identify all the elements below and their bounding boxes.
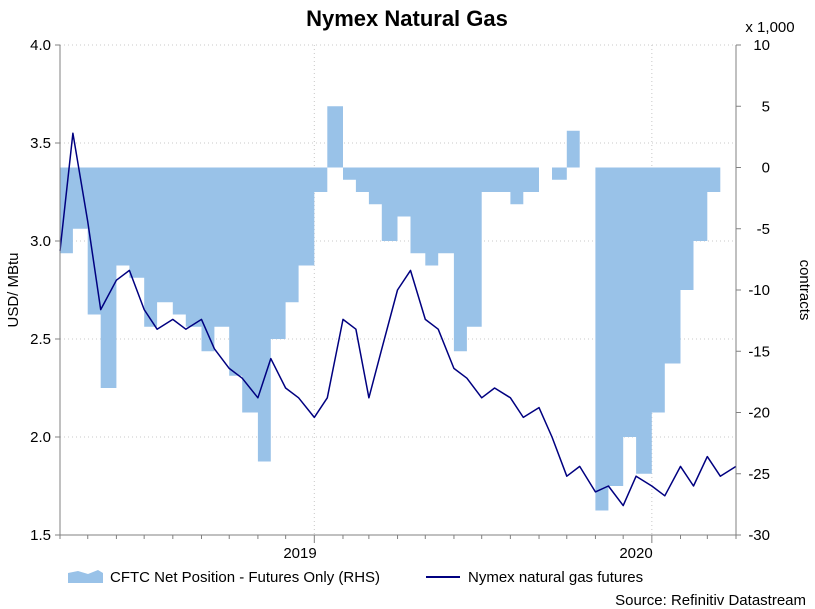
x-tick-label: 2020	[619, 545, 652, 562]
x-axis-ticks: 2019 2020	[59, 535, 737, 562]
right-axis-multiplier: x 1,000	[745, 19, 794, 36]
left-tick-label: 1.5	[30, 527, 51, 544]
left-axis-label: USD/ MBtu	[5, 252, 22, 327]
legend: CFTC Net Position - Futures Only (RHS) N…	[68, 569, 643, 586]
right-tick-label: -15	[748, 343, 770, 360]
legend-area-swatch	[68, 570, 103, 583]
chart-title: Nymex Natural Gas	[306, 6, 508, 31]
left-tick-label: 4.0	[30, 37, 51, 54]
right-tick-label: -20	[748, 405, 770, 422]
left-tick-label: 2.0	[30, 429, 51, 446]
right-tick-label: 10	[753, 37, 770, 54]
left-tick-label: 2.5	[30, 331, 51, 348]
futures-line-layer	[59, 132, 737, 507]
left-axis-ticks: 4.0 3.5 3.0 2.5 2.0 1.5	[30, 37, 60, 544]
legend-line-label: Nymex natural gas futures	[468, 569, 643, 586]
right-tick-label: -5	[757, 221, 770, 238]
source-note: Source: Refinitiv Datastream	[615, 592, 806, 609]
right-tick-label: 0	[762, 160, 770, 177]
right-tick-label: -10	[748, 282, 770, 299]
left-tick-label: 3.0	[30, 233, 51, 250]
right-axis-label: contracts	[796, 260, 813, 321]
x-tick-label: 2019	[283, 545, 316, 562]
right-tick-label: 5	[762, 98, 770, 115]
right-tick-label: -25	[748, 466, 770, 483]
right-axis-ticks: 10 5 0 -5 -10 -15 -20 -25 -30	[736, 37, 770, 544]
left-tick-label: 3.5	[30, 135, 51, 152]
legend-area-label: CFTC Net Position - Futures Only (RHS)	[110, 569, 380, 586]
right-tick-label: -30	[748, 527, 770, 544]
net-position-area	[60, 106, 736, 511]
futures-price-line	[59, 132, 737, 507]
net-position-area-layer	[60, 106, 736, 511]
